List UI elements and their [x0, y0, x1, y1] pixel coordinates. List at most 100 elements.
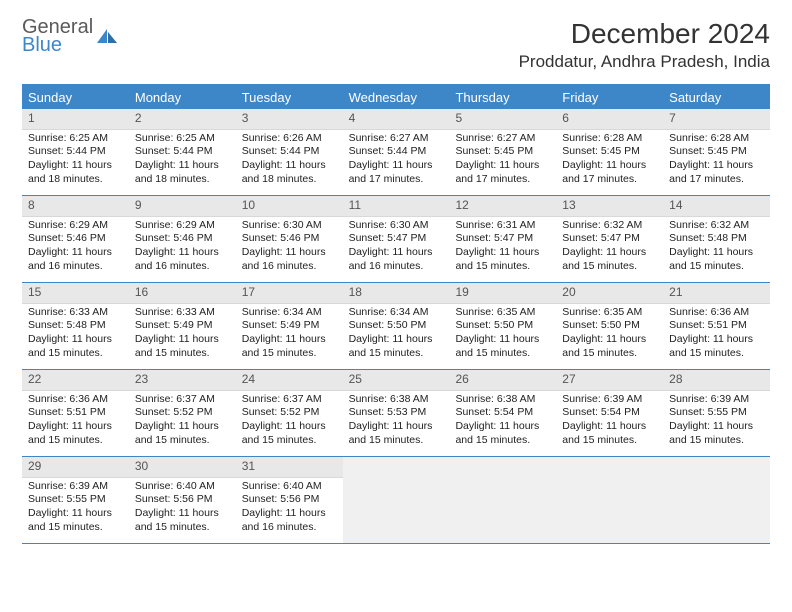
weeks-container: 1Sunrise: 6:25 AMSunset: 5:44 PMDaylight…	[22, 109, 770, 544]
daylight-line: Daylight: 11 hours and 15 minutes.	[349, 333, 444, 360]
sunrise-line: Sunrise: 6:34 AM	[242, 306, 337, 320]
day-number: 16	[129, 283, 236, 304]
sunrise-line: Sunrise: 6:27 AM	[349, 132, 444, 146]
day-cell: 23Sunrise: 6:37 AMSunset: 5:52 PMDayligh…	[129, 370, 236, 456]
daylight-line: Daylight: 11 hours and 16 minutes.	[28, 246, 123, 273]
daylight-line: Daylight: 11 hours and 15 minutes.	[669, 333, 764, 360]
day-number: 23	[129, 370, 236, 391]
sunset-line: Sunset: 5:50 PM	[349, 319, 444, 333]
day-body: Sunrise: 6:34 AMSunset: 5:49 PMDaylight:…	[236, 304, 343, 367]
day-cell: 14Sunrise: 6:32 AMSunset: 5:48 PMDayligh…	[663, 196, 770, 282]
sunrise-line: Sunrise: 6:29 AM	[135, 219, 230, 233]
day-body: Sunrise: 6:31 AMSunset: 5:47 PMDaylight:…	[449, 217, 556, 280]
day-cell: 9Sunrise: 6:29 AMSunset: 5:46 PMDaylight…	[129, 196, 236, 282]
day-cell: 1Sunrise: 6:25 AMSunset: 5:44 PMDaylight…	[22, 109, 129, 195]
daylight-line: Daylight: 11 hours and 15 minutes.	[669, 246, 764, 273]
sunrise-line: Sunrise: 6:39 AM	[669, 393, 764, 407]
day-cell: 3Sunrise: 6:26 AMSunset: 5:44 PMDaylight…	[236, 109, 343, 195]
day-number: 30	[129, 457, 236, 478]
day-body: Sunrise: 6:30 AMSunset: 5:46 PMDaylight:…	[236, 217, 343, 280]
sunset-line: Sunset: 5:44 PM	[242, 145, 337, 159]
sunrise-line: Sunrise: 6:39 AM	[28, 480, 123, 494]
daylight-line: Daylight: 11 hours and 15 minutes.	[455, 333, 550, 360]
day-cell: 20Sunrise: 6:35 AMSunset: 5:50 PMDayligh…	[556, 283, 663, 369]
sunrise-line: Sunrise: 6:35 AM	[562, 306, 657, 320]
daylight-line: Daylight: 11 hours and 16 minutes.	[349, 246, 444, 273]
day-number: 7	[663, 109, 770, 130]
day-header: Saturday	[663, 86, 770, 109]
daylight-line: Daylight: 11 hours and 15 minutes.	[135, 333, 230, 360]
day-cell: 6Sunrise: 6:28 AMSunset: 5:45 PMDaylight…	[556, 109, 663, 195]
week-row: 15Sunrise: 6:33 AMSunset: 5:48 PMDayligh…	[22, 283, 770, 370]
logo: General Blue	[22, 18, 119, 54]
day-cell: 30Sunrise: 6:40 AMSunset: 5:56 PMDayligh…	[129, 457, 236, 543]
day-cell: 29Sunrise: 6:39 AMSunset: 5:55 PMDayligh…	[22, 457, 129, 543]
sunset-line: Sunset: 5:49 PM	[135, 319, 230, 333]
day-header: Thursday	[449, 86, 556, 109]
day-cell: 21Sunrise: 6:36 AMSunset: 5:51 PMDayligh…	[663, 283, 770, 369]
sunrise-line: Sunrise: 6:25 AM	[135, 132, 230, 146]
day-number: 8	[22, 196, 129, 217]
day-cell: 18Sunrise: 6:34 AMSunset: 5:50 PMDayligh…	[343, 283, 450, 369]
week-row: 22Sunrise: 6:36 AMSunset: 5:51 PMDayligh…	[22, 370, 770, 457]
sunset-line: Sunset: 5:46 PM	[242, 232, 337, 246]
day-number: 11	[343, 196, 450, 217]
month-title: December 2024	[519, 18, 770, 50]
day-number: 15	[22, 283, 129, 304]
day-number: 12	[449, 196, 556, 217]
day-cell: 15Sunrise: 6:33 AMSunset: 5:48 PMDayligh…	[22, 283, 129, 369]
sunset-line: Sunset: 5:54 PM	[562, 406, 657, 420]
day-cell: 16Sunrise: 6:33 AMSunset: 5:49 PMDayligh…	[129, 283, 236, 369]
sunset-line: Sunset: 5:53 PM	[349, 406, 444, 420]
sunset-line: Sunset: 5:45 PM	[669, 145, 764, 159]
sunrise-line: Sunrise: 6:35 AM	[455, 306, 550, 320]
day-number: 5	[449, 109, 556, 130]
day-body: Sunrise: 6:25 AMSunset: 5:44 PMDaylight:…	[129, 130, 236, 193]
day-number: 27	[556, 370, 663, 391]
day-body: Sunrise: 6:26 AMSunset: 5:44 PMDaylight:…	[236, 130, 343, 193]
daylight-line: Daylight: 11 hours and 15 minutes.	[28, 420, 123, 447]
day-cell: 4Sunrise: 6:27 AMSunset: 5:44 PMDaylight…	[343, 109, 450, 195]
day-number: 6	[556, 109, 663, 130]
sunrise-line: Sunrise: 6:37 AM	[135, 393, 230, 407]
sunrise-line: Sunrise: 6:30 AM	[242, 219, 337, 233]
sunrise-line: Sunrise: 6:26 AM	[242, 132, 337, 146]
day-number: 9	[129, 196, 236, 217]
day-header-row: SundayMondayTuesdayWednesdayThursdayFrid…	[22, 86, 770, 109]
day-cell: 12Sunrise: 6:31 AMSunset: 5:47 PMDayligh…	[449, 196, 556, 282]
daylight-line: Daylight: 11 hours and 15 minutes.	[455, 246, 550, 273]
sunrise-line: Sunrise: 6:33 AM	[28, 306, 123, 320]
sunrise-line: Sunrise: 6:29 AM	[28, 219, 123, 233]
day-number: 20	[556, 283, 663, 304]
day-body: Sunrise: 6:36 AMSunset: 5:51 PMDaylight:…	[663, 304, 770, 367]
sunset-line: Sunset: 5:48 PM	[28, 319, 123, 333]
day-cell: 5Sunrise: 6:27 AMSunset: 5:45 PMDaylight…	[449, 109, 556, 195]
day-body: Sunrise: 6:37 AMSunset: 5:52 PMDaylight:…	[129, 391, 236, 454]
day-cell: 26Sunrise: 6:38 AMSunset: 5:54 PMDayligh…	[449, 370, 556, 456]
sunrise-line: Sunrise: 6:36 AM	[669, 306, 764, 320]
sunset-line: Sunset: 5:55 PM	[28, 493, 123, 507]
day-body: Sunrise: 6:39 AMSunset: 5:55 PMDaylight:…	[663, 391, 770, 454]
day-body: Sunrise: 6:32 AMSunset: 5:47 PMDaylight:…	[556, 217, 663, 280]
day-body: Sunrise: 6:28 AMSunset: 5:45 PMDaylight:…	[556, 130, 663, 193]
sunrise-line: Sunrise: 6:32 AM	[669, 219, 764, 233]
sunrise-line: Sunrise: 6:40 AM	[135, 480, 230, 494]
day-body: Sunrise: 6:32 AMSunset: 5:48 PMDaylight:…	[663, 217, 770, 280]
day-body: Sunrise: 6:28 AMSunset: 5:45 PMDaylight:…	[663, 130, 770, 193]
sunset-line: Sunset: 5:44 PM	[135, 145, 230, 159]
sunrise-line: Sunrise: 6:37 AM	[242, 393, 337, 407]
sunrise-line: Sunrise: 6:28 AM	[562, 132, 657, 146]
day-number: 1	[22, 109, 129, 130]
day-body: Sunrise: 6:38 AMSunset: 5:53 PMDaylight:…	[343, 391, 450, 454]
day-cell: 11Sunrise: 6:30 AMSunset: 5:47 PMDayligh…	[343, 196, 450, 282]
daylight-line: Daylight: 11 hours and 15 minutes.	[135, 420, 230, 447]
title-block: December 2024 Proddatur, Andhra Pradesh,…	[519, 18, 770, 72]
day-body: Sunrise: 6:29 AMSunset: 5:46 PMDaylight:…	[22, 217, 129, 280]
sunset-line: Sunset: 5:44 PM	[349, 145, 444, 159]
day-body: Sunrise: 6:33 AMSunset: 5:48 PMDaylight:…	[22, 304, 129, 367]
day-number: 17	[236, 283, 343, 304]
day-number: 19	[449, 283, 556, 304]
header: General Blue December 2024 Proddatur, An…	[22, 18, 770, 72]
daylight-line: Daylight: 11 hours and 18 minutes.	[28, 159, 123, 186]
empty-cell	[663, 457, 770, 543]
